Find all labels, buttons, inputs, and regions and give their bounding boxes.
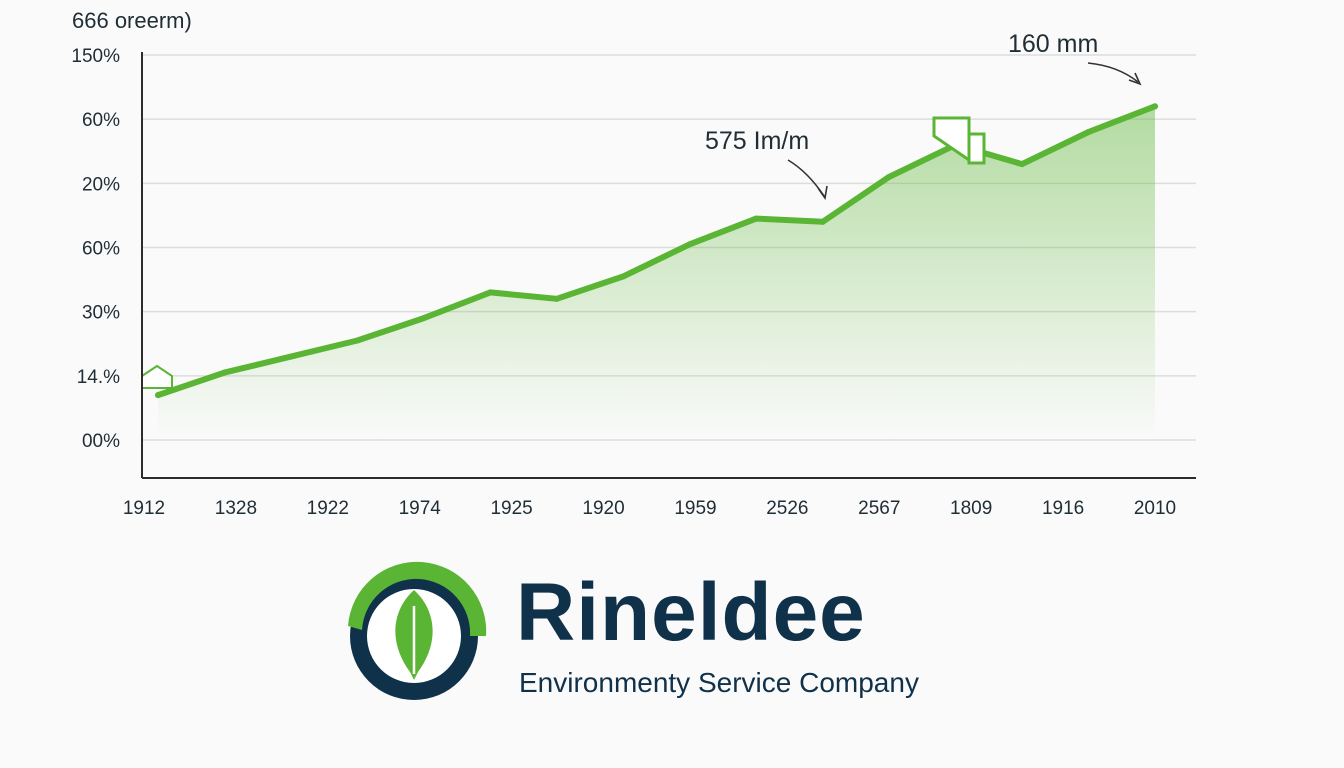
x-axis-ticks: 1912 1328 1922 1974 1925 1920 1959 2526 2567 1809… (123, 498, 1176, 519)
y-tick-label: 60% (82, 110, 120, 131)
x-tick-label: 1925 (490, 498, 532, 519)
data-point (686, 241, 693, 248)
data-point (221, 369, 228, 376)
leaf-emblem-icon (348, 561, 487, 700)
data-point (886, 173, 893, 180)
start-marker (141, 364, 173, 389)
x-tick-label: 1974 (399, 498, 442, 519)
x-tick-label: 1328 (215, 498, 257, 519)
y-tick-label: 14.% (77, 367, 120, 388)
y-tick-label: 60% (82, 239, 120, 260)
brand-tagline: Environmenty Service Company (519, 667, 919, 698)
annotation-arrowhead-2 (1128, 72, 1142, 86)
y-axis-ticks: 150% 60% 20% 60% 30% 14.% 00% (71, 46, 120, 452)
y-tick-label: 00% (82, 431, 120, 452)
y-tick-label: 30% (82, 303, 120, 324)
x-tick-label: 1922 (307, 498, 349, 519)
y-tick-label: 150% (71, 46, 120, 67)
data-point (819, 218, 826, 225)
area-fill (158, 106, 1155, 441)
x-tick-label: 1912 (123, 498, 165, 519)
data-point (1085, 129, 1092, 135)
series-line (155, 103, 1158, 399)
annotation-label-2: 160 mm (1008, 30, 1098, 58)
chart-title: 666 oreerm) (72, 8, 192, 33)
data-point (354, 337, 361, 344)
data-point (487, 289, 494, 296)
peak-marker-2 (967, 132, 986, 165)
annotation-arrowhead-1 (817, 185, 828, 201)
x-tick-label: 2567 (858, 498, 900, 519)
data-point (420, 315, 427, 322)
data-point (553, 295, 560, 302)
x-tick-label: 1809 (950, 498, 992, 519)
line-chart: 666 oreerm) 150% 60% 20% 60% 30% 14.% 00% 1912… (71, 8, 1196, 519)
annotation-arrow-2 (1087, 62, 1139, 83)
data-point (1152, 103, 1158, 110)
data-point (287, 353, 294, 360)
data-point (1019, 161, 1026, 168)
x-tick-label: 1959 (674, 498, 716, 519)
data-point (753, 215, 760, 222)
data-point (620, 273, 627, 280)
y-tick-label: 20% (82, 174, 120, 195)
company-logo: Rineldee Environmenty Service Company (338, 556, 998, 716)
x-tick-label: 1920 (582, 498, 624, 519)
brand-name: Rineldee (516, 567, 866, 658)
data-point (155, 392, 161, 399)
annotation-arrow-1 (787, 159, 825, 197)
x-tick-label: 2010 (1134, 498, 1176, 519)
annotation-label-1: 575 Im/m (705, 127, 809, 155)
x-tick-label: 2526 (766, 498, 808, 519)
x-tick-label: 1916 (1042, 498, 1084, 519)
